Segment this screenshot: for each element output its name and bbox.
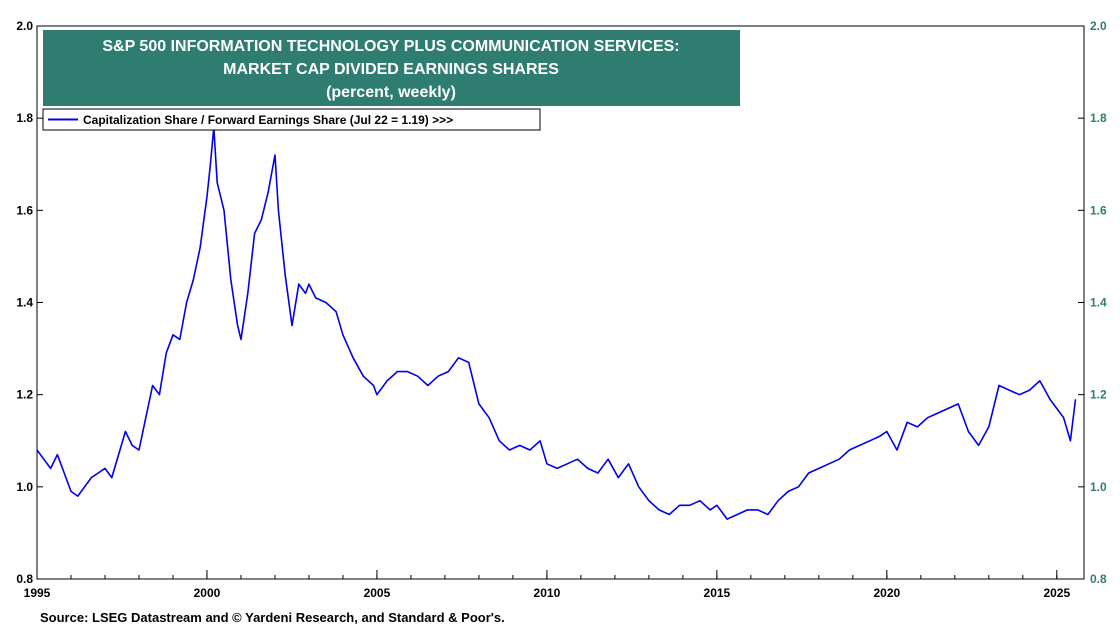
- title-line-1: S&P 500 INFORMATION TECHNOLOGY PLUS COMM…: [102, 38, 679, 55]
- x-tick-label: 2000: [194, 586, 221, 600]
- series-layer: [36, 126, 1077, 520]
- title-line-2: MARKET CAP DIVIDED EARNINGS SHARES: [223, 61, 559, 78]
- y-tick-label-left: 1.6: [16, 203, 33, 217]
- right-axis: 0.8 1.0 1.2 1.4 1.6 1.8 2.0: [1078, 19, 1107, 586]
- y-tick-label-right: 1.2: [1090, 388, 1107, 402]
- series-line-0: [36, 126, 1077, 520]
- source-note: Source: LSEG Datastream and © Yardeni Re…: [40, 610, 505, 625]
- x-tick-label: 2005: [364, 586, 391, 600]
- title-line-3: (percent, weekly): [326, 84, 456, 101]
- y-tick-label-right: 1.6: [1090, 203, 1107, 217]
- x-tick-label: 1995: [24, 586, 51, 600]
- y-tick-label-left: 1.4: [16, 296, 33, 310]
- x-tick-label: 2025: [1043, 586, 1070, 600]
- y-tick-label-right: 1.8: [1090, 111, 1107, 125]
- y-tick-label-left: 2.0: [16, 19, 33, 33]
- x-axis: 1995 2000 2005 2010 2015 2020 2025: [24, 570, 1070, 600]
- y-tick-label-left: 1.0: [16, 480, 33, 494]
- y-tick-label-left: 0.8: [16, 572, 33, 586]
- y-tick-label-right: 1.0: [1090, 480, 1107, 494]
- y-tick-label-right: 0.8: [1090, 572, 1107, 586]
- legend: Capitalization Share / Forward Earnings …: [42, 108, 541, 131]
- y-tick-label-left: 1.8: [16, 111, 33, 125]
- x-tick-label: 2010: [534, 586, 561, 600]
- y-tick-label-left: 1.2: [16, 388, 33, 402]
- y-tick-label-right: 1.4: [1090, 296, 1107, 310]
- left-axis: 0.8 1.0 1.2 1.4 1.6 1.8 2.0: [16, 19, 43, 586]
- x-tick-label: 2020: [873, 586, 900, 600]
- title-box: [43, 30, 740, 106]
- legend-label: Capitalization Share / Forward Earnings …: [83, 113, 453, 127]
- legend-box: [42, 108, 541, 131]
- x-tick-label: 2015: [704, 586, 731, 600]
- y-tick-label-right: 2.0: [1090, 19, 1107, 33]
